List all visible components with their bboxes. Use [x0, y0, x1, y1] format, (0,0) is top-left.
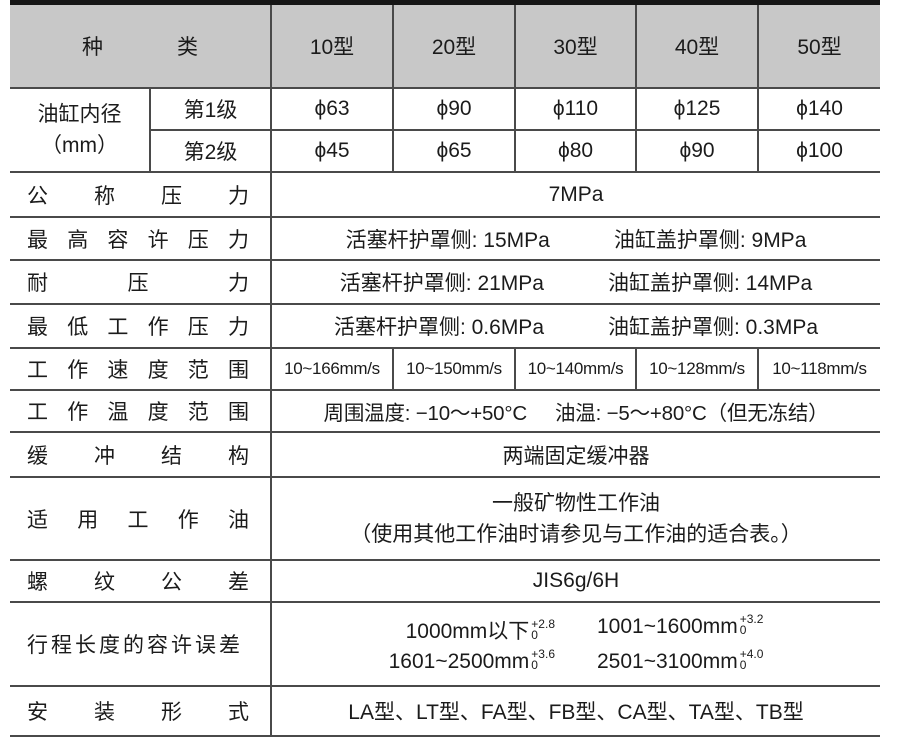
- bore-stage2-v40: ϕ90: [636, 130, 759, 173]
- bore-stage2-v10: ϕ45: [271, 130, 394, 173]
- bore-label-line2: （mm）: [41, 134, 118, 157]
- row-withstand-pressure: 耐 压 力 活塞杆护罩侧: 21MPa 油缸盖护罩侧: 14MPa: [10, 260, 880, 305]
- header-type-20: 20型: [393, 5, 516, 89]
- stroke-tolerance-value: 1000mm以下 +2.8 0 1001~1600mm +3.2 0 1601~2500…: [271, 602, 880, 687]
- tolerance-lower-3: 0: [531, 657, 538, 672]
- bore-stage2-label: 第2级: [150, 130, 272, 173]
- row-working-oil: 适 用 工 作 油 一般矿物性工作油 （使用其他工作油时请参见与工作油的适合表。…: [10, 477, 880, 561]
- max-pressure-rod-side: 活塞杆护罩侧: 15MPa: [345, 228, 550, 252]
- working-oil-label: 适 用 工 作 油: [10, 477, 272, 561]
- bore-label-cell: 油缸内径 （mm）: [10, 88, 151, 173]
- speed-range-v30: 10~140mm/s: [515, 348, 637, 391]
- withstand-pressure-label: 耐 压 力: [10, 260, 272, 305]
- bore-stage1-label: 第1级: [150, 88, 272, 131]
- tolerance-upper-3: +3.6: [531, 646, 555, 661]
- row-nominal-pressure: 公 称 压 力 7MPa: [10, 172, 880, 218]
- min-working-pressure-value: 活塞杆护罩侧: 0.6MPa 油缸盖护罩侧: 0.3MPa: [271, 304, 880, 349]
- row-bore-stage2: 第2级 ϕ45 ϕ65 ϕ80 ϕ90 ϕ100: [10, 130, 880, 173]
- tolerance-lower-4: 0: [739, 657, 747, 672]
- speed-range-v10: 10~166mm/s: [271, 348, 394, 391]
- tolerance-upper-1: +2.8: [531, 616, 555, 631]
- row-min-working-pressure: 最 低 工 作 压 力 活塞杆护罩侧: 0.6MPa 油缸盖护罩侧: 0.3MP…: [10, 304, 880, 349]
- max-pressure-cap-side: 油缸盖护罩侧: 9MPa: [613, 228, 807, 252]
- row-cushion: 缓 冲 结 构 两端固定缓冲器: [10, 432, 880, 478]
- temp-range-value: 周围温度: −10～+50°C 油温: −5～+80°C（但无冻结）: [271, 390, 880, 433]
- header-type-40: 40型: [636, 5, 759, 89]
- temp-range-ambient: 周围温度: −10～+50°C: [323, 402, 528, 425]
- stroke-range-1: 1000mm以下: [405, 619, 530, 643]
- bore-stage2-v50: ϕ100: [758, 130, 880, 173]
- stroke-tolerance-item-1: 1000mm以下 +2.8 0: [406, 615, 555, 645]
- mounting-label: 安 装 形 式: [10, 686, 272, 737]
- max-pressure-value: 活塞杆护罩侧: 15MPa 油缸盖护罩侧: 9MPa: [271, 217, 880, 261]
- row-bore-stage1: 油缸内径 （mm） 第1级 ϕ63 ϕ90 ϕ110 ϕ125 ϕ140: [10, 88, 880, 173]
- bore-stage1-v30: ϕ110: [515, 88, 637, 131]
- withstand-pressure-value: 活塞杆护罩侧: 21MPa 油缸盖护罩侧: 14MPa: [271, 260, 880, 305]
- row-max-pressure: 最 高 容 许 压 力 活塞杆护罩侧: 15MPa 油缸盖护罩侧: 9MPa: [10, 217, 880, 261]
- tolerance-upper-2: +3.2: [739, 611, 764, 626]
- stroke-tolerance-item-4: 2501~3100mm +4.0 0: [597, 646, 764, 674]
- header-type-30: 30型: [515, 5, 637, 89]
- min-working-pressure-rod-side: 活塞杆护罩侧: 0.6MPa: [333, 316, 544, 339]
- row-thread-tolerance: 螺 纹 公 差 JIS6g/6H: [10, 560, 880, 603]
- temp-range-label: 工 作 温 度 范 围: [10, 390, 272, 433]
- working-oil-value: 一般矿物性工作油 （使用其他工作油时请参见与工作油的适合表。）: [271, 477, 880, 561]
- row-stroke-tolerance: 行程长度的容许误差 1000mm以下 +2.8 0 1001~1600mm +3.2 0…: [10, 602, 880, 687]
- bore-stage1-v40: ϕ125: [636, 88, 759, 131]
- working-oil-line2: （使用其他工作油时请参见与工作油的适合表。）: [350, 522, 802, 546]
- bore-stage1-v10: ϕ63: [271, 88, 394, 131]
- tolerance-stack-4: +4.0 0: [739, 646, 764, 672]
- table-top-bar: [10, 0, 880, 5]
- tolerance-stack-1: +2.8 0: [531, 616, 555, 642]
- min-working-pressure-label: 最 低 工 作 压 力: [10, 304, 272, 349]
- row-speed-range: 工 作 速 度 范 围 10~166mm/s 10~150mm/s 10~140…: [10, 348, 880, 391]
- bore-stage1-v50: ϕ140: [758, 88, 880, 131]
- tolerance-lower-2: 0: [739, 622, 747, 637]
- bore-stage1-v20: ϕ90: [393, 88, 516, 131]
- nominal-pressure-label: 公 称 压 力: [10, 172, 272, 218]
- withstand-pressure-rod-side: 活塞杆护罩侧: 21MPa: [339, 272, 544, 295]
- speed-range-v50: 10~118mm/s: [758, 348, 880, 391]
- header-row: 种 类 10型 20型 30型 40型 50型: [10, 5, 880, 89]
- row-temp-range: 工 作 温 度 范 围 周围温度: −10～+50°C 油温: −5～+80°C…: [10, 390, 880, 433]
- header-type-label: 种 类: [10, 5, 272, 89]
- tolerance-stack-3: +3.6 0: [531, 646, 555, 672]
- min-working-pressure-cap-side: 油缸盖护罩侧: 0.3MPa: [608, 316, 819, 339]
- nominal-pressure-value: 7MPa: [271, 172, 880, 218]
- bore-stage2-v20: ϕ65: [393, 130, 516, 173]
- row-mounting: 安 装 形 式 LA型、LT型、FA型、FB型、CA型、TA型、TB型: [10, 686, 880, 737]
- stroke-range-4: 2501~3100mm: [597, 649, 738, 673]
- stroke-tolerance-label: 行程长度的容许误差: [10, 602, 272, 687]
- stroke-tolerance-item-3: 1601~2500mm +3.6 0: [388, 646, 555, 674]
- bore-label-line1: 油缸内径: [37, 103, 122, 126]
- spec-table: 种 类 10型 20型 30型 40型 50型 油缸内径 （mm） 第1级 ϕ6…: [10, 5, 880, 737]
- speed-range-v40: 10~128mm/s: [636, 348, 759, 391]
- mounting-value: LA型、LT型、FA型、FB型、CA型、TA型、TB型: [271, 686, 880, 737]
- tolerance-lower-1: 0: [531, 627, 538, 642]
- tolerance-stack-2: +3.2 0: [739, 611, 764, 637]
- stroke-range-3: 1601~2500mm: [388, 649, 530, 673]
- header-type-50: 50型: [758, 5, 880, 89]
- stroke-range-2: 1001~1600mm: [597, 614, 738, 638]
- stroke-tolerance-item-2: 1001~1600mm +3.2 0: [597, 611, 764, 645]
- temp-range-oil: 油温: −5～+80°C（但无冻结）: [555, 402, 829, 425]
- withstand-pressure-cap-side: 油缸盖护罩侧: 14MPa: [608, 272, 813, 295]
- thread-tolerance-label: 螺 纹 公 差: [10, 560, 272, 603]
- speed-range-label: 工 作 速 度 范 围: [10, 348, 272, 391]
- tolerance-upper-4: +4.0: [739, 646, 764, 661]
- max-pressure-label: 最 高 容 许 压 力: [10, 217, 272, 261]
- bore-stage2-v30: ϕ80: [515, 130, 637, 173]
- working-oil-line1: 一般矿物性工作油: [492, 491, 660, 515]
- cushion-value: 两端固定缓冲器: [271, 432, 880, 478]
- thread-tolerance-value: JIS6g/6H: [271, 560, 880, 603]
- cushion-label: 缓 冲 结 构: [10, 432, 272, 478]
- header-type-10: 10型: [271, 5, 394, 89]
- speed-range-v20: 10~150mm/s: [393, 348, 516, 391]
